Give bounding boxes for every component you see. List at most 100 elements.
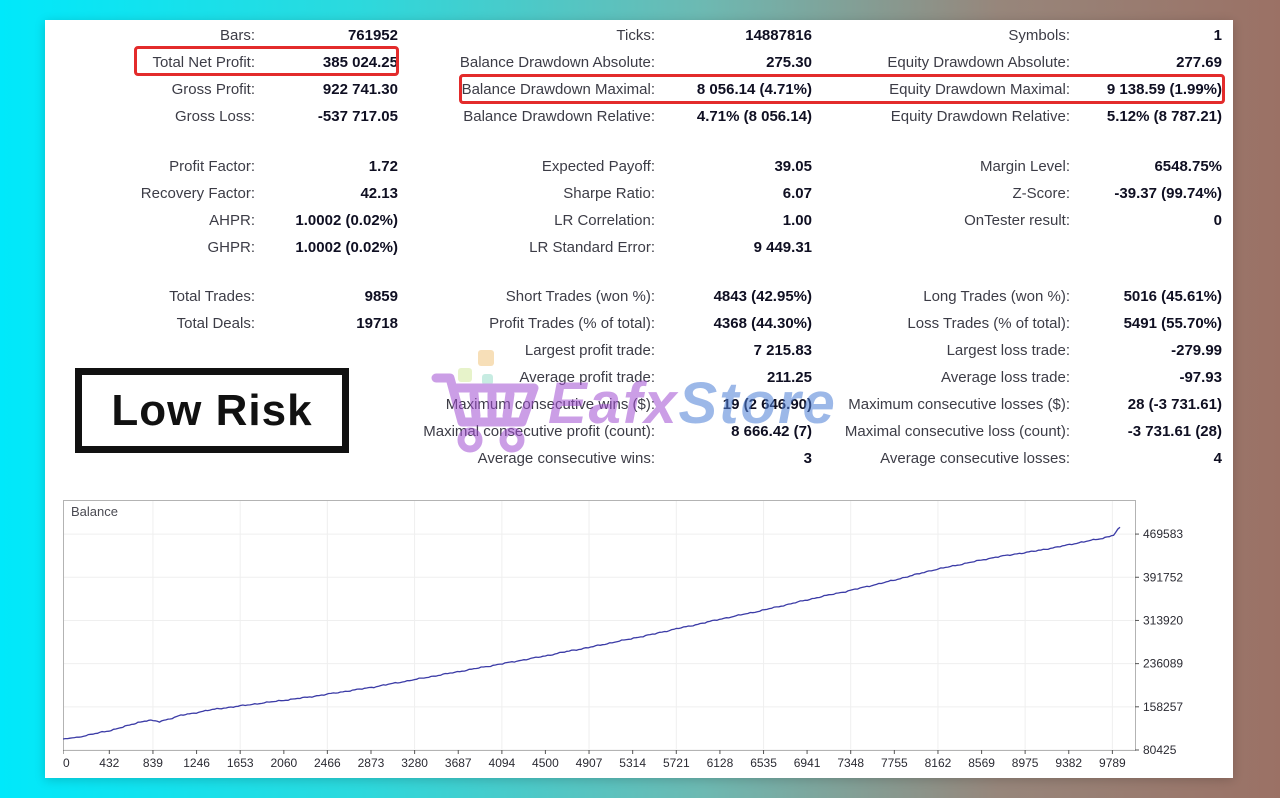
stat-label: Recovery Factor: <box>140 185 255 202</box>
stat-value: 385 024.25 <box>322 54 398 71</box>
svg-text:236089: 236089 <box>1143 657 1183 671</box>
svg-text:4500: 4500 <box>532 756 559 770</box>
stat-label: Maximal consecutive loss (count): <box>844 423 1070 440</box>
stat-label: Balance Drawdown Relative: <box>463 108 655 125</box>
stat-value: -279.99 <box>1171 342 1222 359</box>
stat-value: 1.00 <box>782 212 812 229</box>
svg-text:432: 432 <box>99 756 119 770</box>
stat-label: LR Correlation: <box>554 212 655 229</box>
stat-value: 7 215.83 <box>753 342 812 359</box>
stat-label: Long Trades (won %): <box>923 288 1070 305</box>
svg-text:4907: 4907 <box>576 756 603 770</box>
stat-value: 211.25 <box>766 369 812 386</box>
stat-value: 4368 (44.30%) <box>713 315 812 332</box>
stats-block-ratios: Profit Factor: 1.72 Expected Payoff: 39.05 M… <box>45 153 1222 261</box>
stat-label: Maximum consecutive wins ($): <box>445 396 655 413</box>
stat-label: Maximal consecutive profit (count): <box>423 423 655 440</box>
stat-value: 9 449.31 <box>753 239 812 256</box>
svg-text:158257: 158257 <box>1143 700 1183 714</box>
svg-text:9789: 9789 <box>1099 756 1126 770</box>
stat-value: 8 056.14 (4.71%) <box>696 81 812 98</box>
stat-value: 39.05 <box>774 158 812 175</box>
stat-value: 3 <box>803 450 812 467</box>
low-risk-label: Low Risk <box>111 385 313 435</box>
svg-text:1246: 1246 <box>183 756 210 770</box>
stat-value: 0 <box>1213 212 1222 229</box>
stat-label: Expected Payoff: <box>541 158 655 175</box>
svg-text:8569: 8569 <box>968 756 995 770</box>
stat-label: Sharpe Ratio: <box>563 185 655 202</box>
stat-label: Maximum consecutive losses ($): <box>848 396 1070 413</box>
svg-text:2060: 2060 <box>270 756 297 770</box>
stat-label: Z-Score: <box>1012 185 1070 202</box>
low-risk-badge: Low Risk <box>75 368 349 453</box>
svg-text:6941: 6941 <box>794 756 821 770</box>
stat-label: Margin Level: <box>979 158 1070 175</box>
stat-label: Equity Drawdown Absolute: <box>887 54 1070 71</box>
svg-text:839: 839 <box>143 756 163 770</box>
stat-label: Average profit trade: <box>519 369 655 386</box>
stat-value: 1 <box>1213 27 1222 44</box>
stats-block-summary: Bars: 761952 Ticks: 14887816 Symbols: 1 Total … <box>45 22 1222 130</box>
stat-value: 277.69 <box>1176 54 1222 71</box>
stat-value: 42.13 <box>360 185 398 202</box>
balance-chart: Balance 80425 158257 236089 313920 391752 4695… <box>63 500 1223 776</box>
svg-text:313920: 313920 <box>1143 613 1183 627</box>
stat-value: -39.37 (99.74%) <box>1114 185 1222 202</box>
stats-block-trades: Total Trades: 9859 Short Trades (won %): 48… <box>45 283 1222 472</box>
svg-text:8162: 8162 <box>925 756 952 770</box>
stat-label: Profit Factor: <box>169 158 255 175</box>
stat-label: Gross Loss: <box>174 108 255 125</box>
svg-text:6128: 6128 <box>707 756 734 770</box>
stat-label: Total Deals: <box>176 315 255 332</box>
stat-label: Symbols: <box>1008 27 1070 44</box>
stat-label: Loss Trades (% of total): <box>907 315 1070 332</box>
stat-label: LR Standard Error: <box>529 239 655 256</box>
stat-value: 5491 (55.70%) <box>1123 315 1222 332</box>
stat-value: 9 138.59 (1.99%) <box>1106 81 1222 98</box>
stat-label: Short Trades (won %): <box>505 288 655 305</box>
stat-label: Total Net Profit: <box>152 54 255 71</box>
svg-text:391752: 391752 <box>1143 570 1183 584</box>
stat-label: Balance Drawdown Maximal: <box>461 81 655 98</box>
svg-text:3687: 3687 <box>445 756 472 770</box>
svg-text:1653: 1653 <box>227 756 254 770</box>
stat-label <box>45 337 255 364</box>
svg-text:6535: 6535 <box>750 756 777 770</box>
stat-value: 19718 <box>356 315 398 332</box>
stat-value: 14887816 <box>745 27 812 44</box>
stat-value: 6548.75% <box>1154 158 1222 175</box>
stat-label: Average consecutive wins: <box>477 450 655 467</box>
stat-value: 922 741.30 <box>322 81 398 98</box>
balance-chart-canvas: Balance 80425 158257 236089 313920 391752 4695… <box>63 500 1183 770</box>
stat-label: GHPR: <box>207 239 255 256</box>
stat-value: 1.0002 (0.02%) <box>295 212 398 229</box>
svg-text:3280: 3280 <box>401 756 428 770</box>
svg-text:2873: 2873 <box>358 756 385 770</box>
svg-text:469583: 469583 <box>1143 527 1183 541</box>
stat-label: OnTester result: <box>964 212 1070 229</box>
svg-text:0: 0 <box>63 756 70 770</box>
stat-value: 4.71% (8 056.14) <box>696 108 812 125</box>
stat-label: Average consecutive losses: <box>880 450 1070 467</box>
svg-text:7348: 7348 <box>837 756 864 770</box>
svg-text:80425: 80425 <box>1143 743 1177 757</box>
svg-text:5314: 5314 <box>619 756 646 770</box>
stat-value: 4843 (42.95%) <box>713 288 812 305</box>
stat-value: 761952 <box>347 27 398 44</box>
stat-value: -537 717.05 <box>317 108 398 125</box>
svg-text:9382: 9382 <box>1055 756 1082 770</box>
stat-value: 275.30 <box>766 54 812 71</box>
stat-label: Balance Drawdown Absolute: <box>459 54 655 71</box>
stat-value: 6.07 <box>782 185 812 202</box>
svg-text:5721: 5721 <box>663 756 690 770</box>
svg-text:2466: 2466 <box>314 756 341 770</box>
svg-text:8975: 8975 <box>1012 756 1039 770</box>
stat-label: Equity Drawdown Relative: <box>890 108 1070 125</box>
stat-value: 9859 <box>364 288 398 305</box>
stat-value: 1.0002 (0.02%) <box>295 239 398 256</box>
stat-value: 8 666.42 (7) <box>731 423 812 440</box>
stat-value: 1.72 <box>368 158 398 175</box>
stat-label: Average loss trade: <box>941 369 1070 386</box>
